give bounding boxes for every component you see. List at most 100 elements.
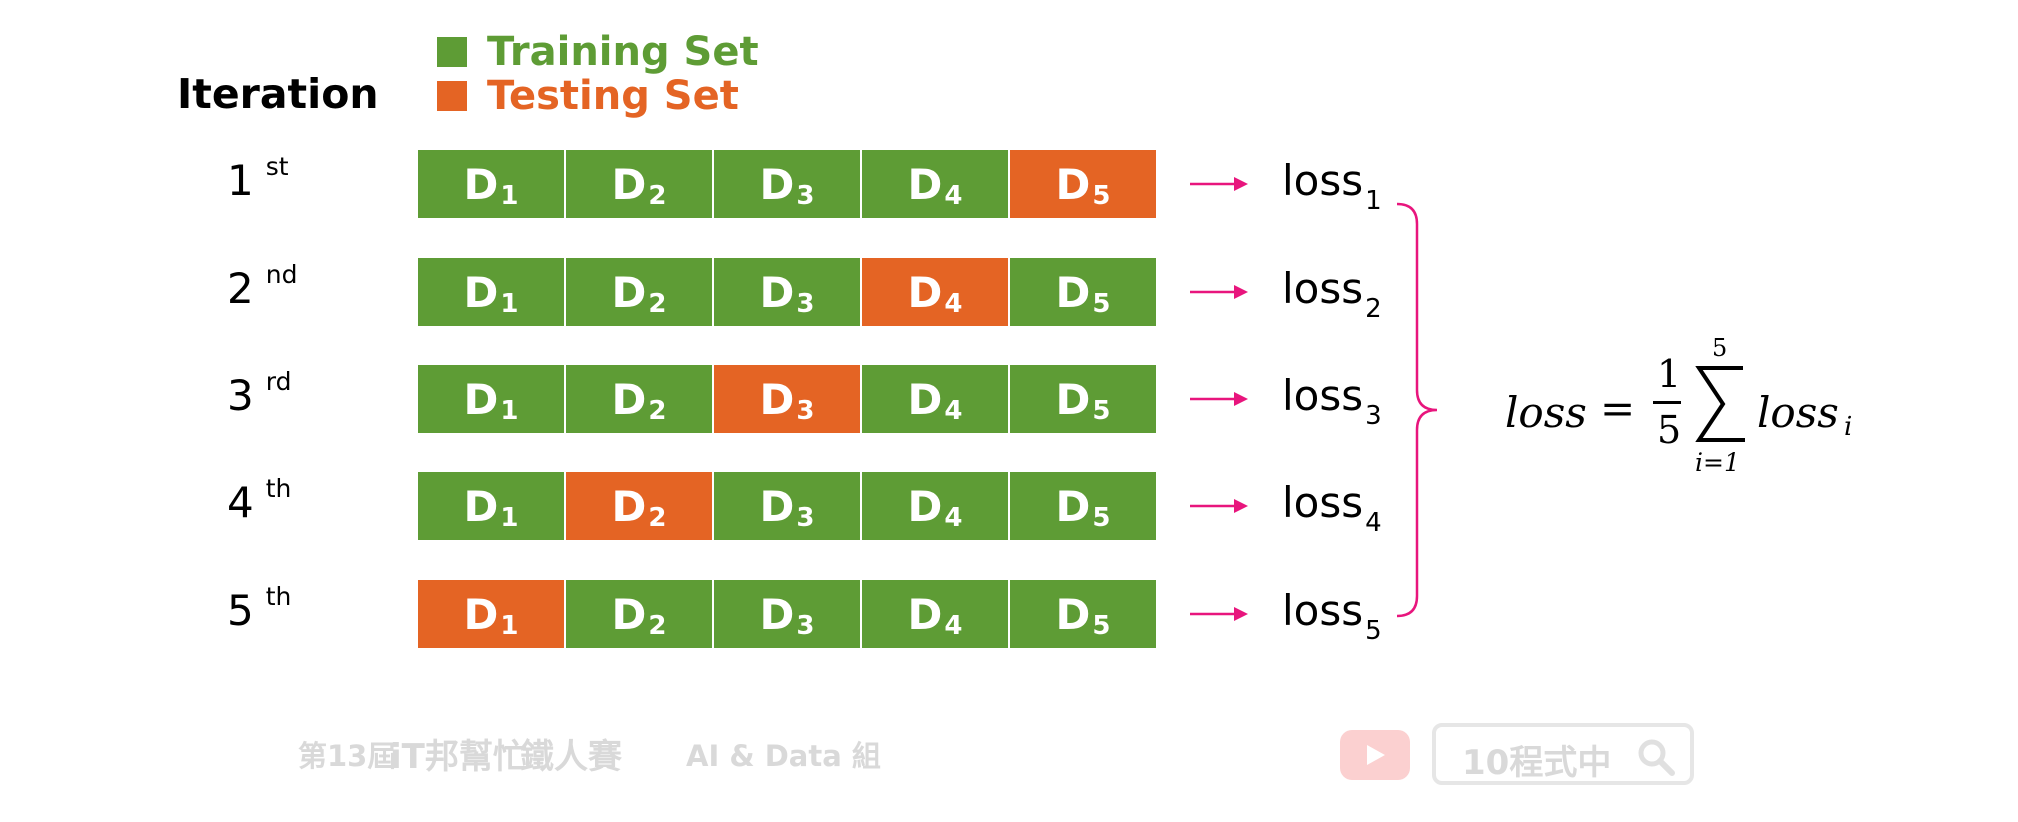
fold-subscript: 3 [796, 611, 815, 641]
fold-label: D [759, 374, 795, 424]
fold-subscript: 3 [796, 289, 815, 319]
arrow-icon [1190, 499, 1248, 513]
loss-label: loss [1282, 586, 1364, 635]
fold-label: D [1055, 481, 1091, 531]
fold-subscript: 1 [500, 289, 519, 319]
iteration-ordinal: 5 th [227, 582, 291, 635]
fold-label: D [463, 589, 499, 639]
loss-label: loss [1282, 264, 1364, 313]
formula-equals: = [1600, 384, 1636, 433]
grouping-brace [1396, 202, 1438, 618]
legend-training: Training Set [437, 29, 759, 75]
fold-subscript: 4 [944, 289, 963, 319]
fold-subscript: 2 [648, 503, 667, 533]
ordinal-suffix: st [265, 152, 289, 181]
fold-label: D [759, 589, 795, 639]
fold-subscript: 1 [500, 181, 519, 211]
fold-subscript: 3 [796, 181, 815, 211]
loss-formula: loss = 1 5 5 i=1 loss i [1505, 334, 1865, 490]
sum-upper-limit: 5 [1712, 334, 1728, 362]
ordinal-suffix: th [265, 474, 292, 503]
fold-subscript: 5 [1092, 503, 1111, 533]
loss-subscript: 4 [1365, 508, 1382, 538]
fold-loss: loss5 [1282, 586, 1382, 646]
loss-label: loss [1282, 156, 1364, 205]
footer-event-suffix: 鐵人賽 [520, 737, 622, 777]
formula-lhs: loss [1505, 388, 1587, 437]
fold-label: D [907, 267, 943, 317]
youtube-icon [1340, 730, 1410, 780]
legend-testing: Testing Set [437, 73, 739, 119]
arrow-icon [1190, 607, 1248, 621]
fold-subscript: 5 [1092, 396, 1111, 426]
arrow-icon [1190, 285, 1248, 299]
fold-label: D [611, 267, 647, 317]
fold-subscript: 5 [1092, 289, 1111, 319]
arrow-icon [1190, 177, 1248, 191]
fold-label: D [463, 267, 499, 317]
fold-label: D [907, 374, 943, 424]
iteration-ordinal: 2 nd [227, 260, 297, 313]
fold-subscript: 4 [944, 396, 963, 426]
fold-label: D [1055, 589, 1091, 639]
footer-event-brand: iT邦幫忙 [390, 737, 527, 777]
fold-subscript: 2 [648, 289, 667, 319]
ordinal-number: 5 [227, 586, 254, 635]
fold-subscript: 4 [944, 181, 963, 211]
fold-label: D [611, 589, 647, 639]
fold-subscript: 1 [500, 396, 519, 426]
formula-numerator: 1 [1657, 352, 1682, 396]
loss-subscript: 2 [1365, 294, 1382, 324]
arrow-icon [1190, 392, 1248, 406]
fold-label: D [463, 481, 499, 531]
fold-label: D [1055, 159, 1091, 209]
formula-denominator: 5 [1657, 408, 1682, 452]
loss-subscript: 1 [1365, 186, 1382, 216]
fold-label: D [611, 374, 647, 424]
fold-subscript: 1 [500, 611, 519, 641]
fold-subscript: 1 [500, 503, 519, 533]
formula-term-subscript: i [1844, 412, 1853, 442]
footer-event-prefix: 第13屆 [298, 739, 397, 773]
fold-subscript: 4 [944, 611, 963, 641]
testing-swatch [437, 81, 467, 111]
fold-label: D [1055, 374, 1091, 424]
fold-label: D [1055, 267, 1091, 317]
formula-term: loss [1757, 388, 1839, 437]
ordinal-number: 4 [227, 478, 254, 527]
fold-loss: loss3 [1282, 371, 1382, 431]
fold-loss: loss2 [1282, 264, 1382, 324]
loss-label: loss [1282, 478, 1364, 527]
ordinal-suffix: rd [265, 367, 292, 396]
fold-subscript: 3 [796, 503, 815, 533]
fold-loss: loss4 [1282, 478, 1382, 538]
iteration-ordinal: 4 th [227, 474, 291, 527]
fold-label: D [907, 589, 943, 639]
iteration-ordinal: 3 rd [227, 367, 291, 420]
ordinal-number: 2 [227, 264, 254, 313]
fold-label: D [907, 481, 943, 531]
